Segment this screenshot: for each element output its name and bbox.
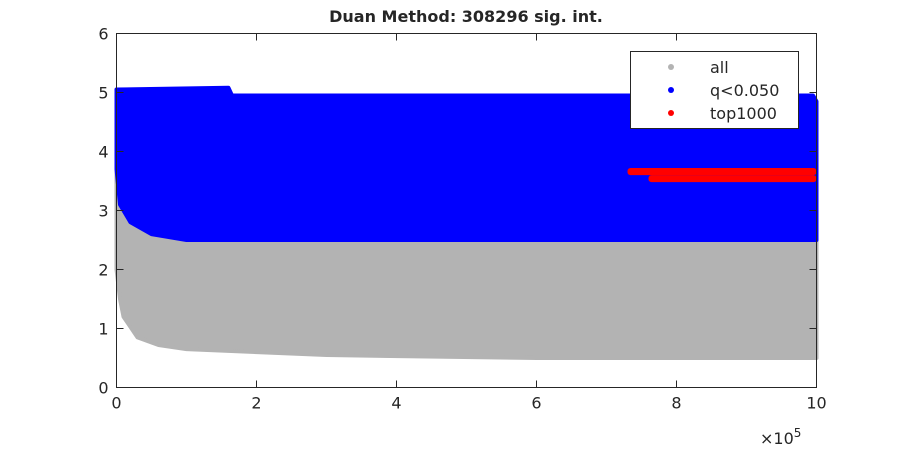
legend-label-q: q<0.050 <box>710 81 779 100</box>
y-tick-label: 1 <box>98 320 108 339</box>
x-tick-label: 8 <box>671 394 681 413</box>
x-tick-label: 2 <box>251 394 261 413</box>
x-tick-label: 4 <box>391 394 401 413</box>
x-tick-label: 6 <box>531 394 541 413</box>
legend: all q<0.050 top1000 <box>630 51 799 129</box>
y-tick-label: 6 <box>98 25 108 44</box>
series-band-2-1 <box>648 175 817 183</box>
legend-label-top1000: top1000 <box>710 104 777 123</box>
y-tick-label: 4 <box>98 143 108 162</box>
y-tick-label: 3 <box>98 202 108 221</box>
legend-label-all: all <box>710 58 729 77</box>
series-band-2-0 <box>627 168 817 176</box>
x-tick-label: 10 <box>806 394 826 413</box>
y-tick-label: 2 <box>98 261 108 280</box>
y-tick-label: 5 <box>98 84 108 103</box>
chart-title: Duan Method: 308296 sig. int. <box>329 7 603 26</box>
legend-marker-top1000 <box>668 110 674 116</box>
legend-marker-q <box>668 87 674 93</box>
x-tick-label: 0 <box>111 394 121 413</box>
y-tick-label: 0 <box>98 379 108 398</box>
x-exponent-label: ×105 <box>760 426 801 448</box>
legend-marker-all <box>668 64 674 70</box>
